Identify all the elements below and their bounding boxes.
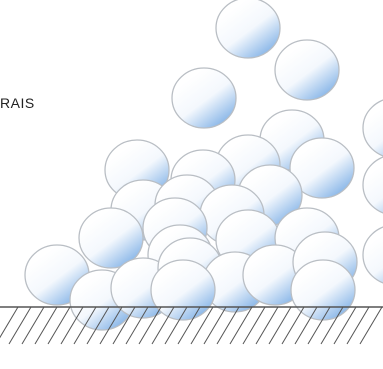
- ground-hatch-line: [112, 306, 136, 345]
- ground-hatch-line: [320, 306, 344, 345]
- ground-hatch-line: [34, 306, 58, 345]
- particle-icon: [78, 207, 144, 269]
- ground-hatch-line: [151, 306, 175, 345]
- ground-hatch-line: [359, 306, 383, 345]
- ground-hatch-line: [294, 306, 318, 345]
- particle-icon: [362, 99, 383, 157]
- particle-icon: [290, 259, 356, 321]
- ground-hatch-line: [346, 306, 370, 345]
- ground-hatch-line: [47, 306, 71, 345]
- particle-icon: [171, 67, 237, 129]
- particle-icon: [150, 259, 216, 321]
- particle-icon: [362, 156, 383, 214]
- particle-icon: [274, 39, 340, 101]
- ground-hatch-line: [0, 306, 19, 339]
- particle-icon: [289, 137, 355, 199]
- ground-hatch-line: [333, 306, 357, 345]
- ground-hatch-line: [86, 306, 110, 345]
- ground-hatch-line: [125, 306, 149, 345]
- ground-hatch-line: [229, 306, 253, 345]
- ground-hatch-line: [8, 306, 32, 345]
- ground-hatch-line: [242, 306, 266, 345]
- ground-hatch-line: [21, 306, 45, 345]
- ground-hatch-line: [216, 306, 240, 345]
- ground-hatch-line: [203, 306, 227, 345]
- ground-hatch-line: [138, 306, 162, 345]
- ground-hatch-line: [255, 306, 279, 345]
- ground-hatch-line: [268, 306, 292, 345]
- ground-hatch-line: [73, 306, 97, 345]
- ground-hatch-line: [60, 306, 84, 345]
- ground-hatch-line: [177, 306, 201, 345]
- diagram-label: RAIS: [0, 95, 35, 111]
- ground-hatch-line: [307, 306, 331, 345]
- ground-hatch-icon: [0, 306, 383, 345]
- ground-hatch-line: [190, 306, 214, 345]
- ground-hatch-line: [164, 306, 188, 345]
- ground-hatch-line: [281, 306, 305, 345]
- particle-icon: [215, 0, 281, 59]
- ground-hatch-line: [99, 306, 123, 345]
- particle-group: [24, 0, 383, 331]
- particle-icon: [362, 226, 383, 284]
